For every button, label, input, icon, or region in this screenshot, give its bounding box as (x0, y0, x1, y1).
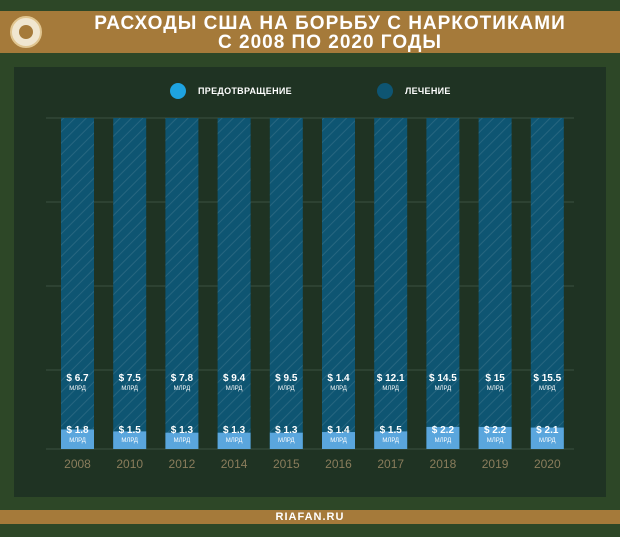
data-unit-treatment: МЛРД (278, 386, 295, 392)
data-unit-treatment: МЛРД (435, 386, 452, 392)
data-label-prevention: $ 2.2 (432, 425, 455, 436)
data-label-prevention: $ 1.3 (223, 425, 246, 436)
bar-treatment-hatch (530, 118, 564, 449)
data-label-treatment: $ 7.8 (171, 373, 194, 384)
data-label-treatment: $ 9.5 (275, 373, 298, 384)
data-unit-treatment: МЛРД (174, 386, 191, 392)
chart-title-line2: С 2008 ПО 2020 ГОДЫ (218, 32, 442, 53)
bar-treatment-hatch (217, 118, 251, 449)
x-tick-label: 2012 (169, 457, 196, 471)
data-label-treatment: $ 1.4 (327, 373, 350, 384)
data-unit-prevention: МЛРД (539, 438, 556, 444)
bar-prevention (374, 431, 408, 449)
data-label-treatment: $ 15.5 (533, 373, 561, 384)
bar-prevention (478, 426, 512, 449)
x-tick-label: 2016 (325, 457, 352, 471)
chart-title-line1: РАСХОДЫ США НА БОРЬБУ С НАРКОТИКАМИ (94, 13, 566, 34)
data-label-prevention: $ 1.5 (380, 425, 403, 436)
data-label-treatment: $ 14.5 (429, 373, 457, 384)
data-label-prevention: $ 1.5 (119, 425, 142, 436)
bar-prevention (426, 426, 460, 449)
bar-treatment-hatch (165, 118, 199, 449)
bar-prevention (113, 431, 147, 449)
data-label-treatment: $ 6.7 (66, 373, 89, 384)
bar-prevention (530, 427, 564, 449)
data-unit-treatment: МЛРД (121, 386, 138, 392)
data-unit-treatment: МЛРД (487, 386, 504, 392)
x-tick-label: 2010 (116, 457, 143, 471)
header-bar (0, 11, 620, 53)
data-unit-prevention: МЛРД (330, 438, 347, 444)
bar-treatment-hatch (374, 118, 408, 449)
x-tick-label: 2014 (221, 457, 248, 471)
data-unit-prevention: МЛРД (435, 438, 452, 444)
bar-prevention (217, 432, 251, 449)
legend-item-prevention: ПРЕДОТВРАЩЕНИЕ (170, 82, 292, 100)
data-unit-treatment: МЛРД (382, 386, 399, 392)
x-tick-label: 2019 (482, 457, 509, 471)
bar-treatment-hatch (426, 118, 460, 449)
footer-site-label: RIAFAN.RU (275, 511, 345, 523)
bar-prevention (165, 432, 199, 449)
data-unit-prevention: МЛРД (226, 438, 243, 444)
data-label-prevention: $ 1.3 (275, 425, 298, 436)
data-unit-prevention: МЛРД (174, 438, 191, 444)
legend-swatch-prevention (170, 83, 186, 99)
bar-treatment-hatch (269, 118, 303, 449)
bar-treatment-hatch (113, 118, 147, 449)
legend-label-treatment: ЛЕЧЕНИЕ (405, 86, 451, 96)
data-unit-prevention: МЛРД (69, 438, 86, 444)
data-label-prevention: $ 1.3 (171, 425, 194, 436)
x-tick-label: 2020 (534, 457, 561, 471)
data-unit-treatment: МЛРД (330, 386, 347, 392)
data-unit-treatment: МЛРД (539, 386, 556, 392)
bar-treatment-hatch (478, 118, 512, 449)
bar-prevention (61, 429, 94, 449)
data-unit-treatment: МЛРД (226, 386, 243, 392)
data-unit-prevention: МЛРД (487, 438, 504, 444)
data-label-prevention: $ 2.1 (536, 425, 559, 436)
data-label-treatment: $ 9.4 (223, 373, 246, 384)
bar-treatment-hatch (61, 118, 94, 449)
x-tick-label: 2015 (273, 457, 300, 471)
legend-item-treatment: ЛЕЧЕНИЕ (377, 82, 451, 100)
data-label-treatment: $ 15 (485, 373, 505, 384)
data-unit-prevention: МЛРД (121, 438, 138, 444)
x-tick-label: 2008 (64, 457, 91, 471)
legend-swatch-treatment (377, 83, 393, 99)
data-unit-prevention: МЛРД (278, 438, 295, 444)
riafan-logo-icon (10, 16, 42, 48)
legend-label-prevention: ПРЕДОТВРАЩЕНИЕ (198, 86, 292, 96)
x-tick-label: 2017 (377, 457, 404, 471)
x-tick-label: 2018 (430, 457, 457, 471)
data-unit-prevention: МЛРД (382, 438, 399, 444)
bar-treatment-hatch (322, 118, 355, 449)
data-label-treatment: $ 12.1 (377, 373, 405, 384)
data-label-prevention: $ 1.4 (327, 425, 350, 436)
footer-bar (0, 510, 620, 524)
bar-prevention (322, 432, 355, 449)
bar-prevention (269, 432, 303, 449)
data-label-treatment: $ 7.5 (119, 373, 142, 384)
data-label-prevention: $ 1.8 (66, 425, 89, 436)
data-label-prevention: $ 2.2 (484, 425, 507, 436)
data-unit-treatment: МЛРД (69, 386, 86, 392)
